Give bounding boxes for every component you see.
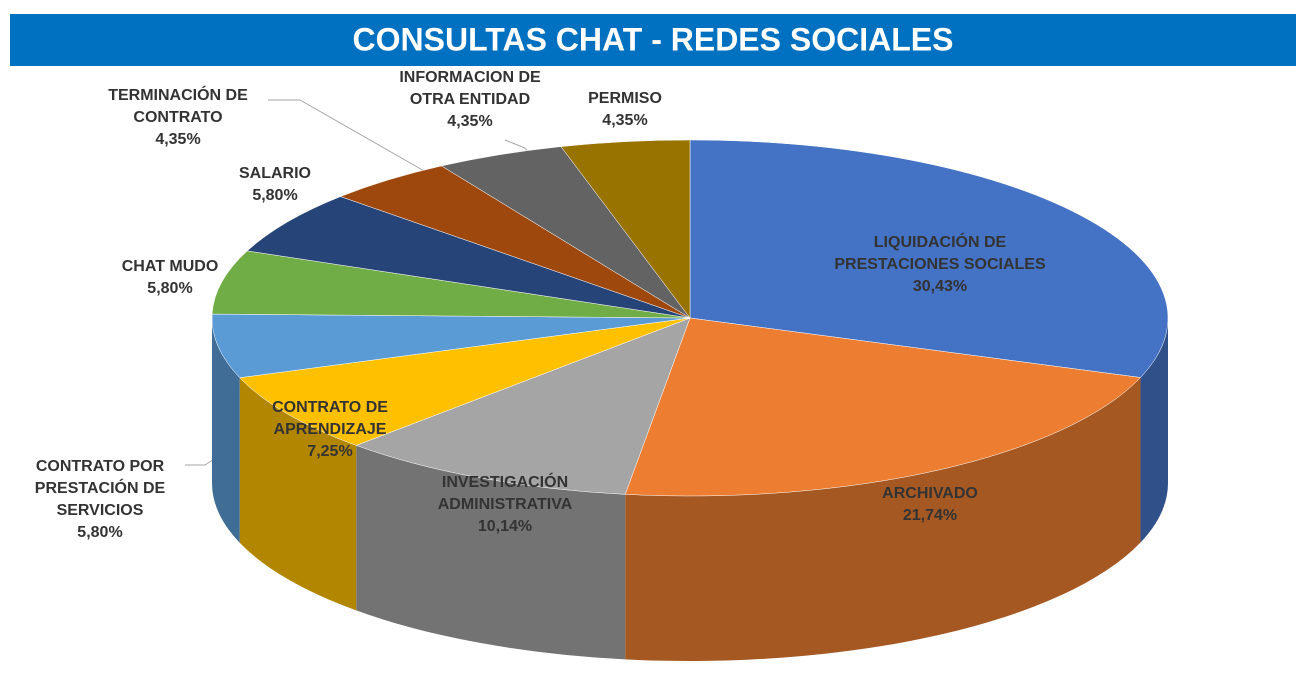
title-bar xyxy=(10,14,1296,66)
slice xyxy=(211,250,691,319)
slice-side xyxy=(239,377,357,611)
slice-side xyxy=(1140,318,1168,543)
category-label: INVESTIGACIÓN ADMINISTRATIVA xyxy=(437,474,573,513)
value-label: 10,14% xyxy=(477,518,533,535)
data-label: CHAT MUDO 5,80% xyxy=(122,256,219,300)
slice-side xyxy=(356,445,626,660)
category-label: LIQUIDACIÓN DE PRESTACIONES SOCIALES xyxy=(834,234,1046,273)
value-label: 5,80% xyxy=(147,280,193,297)
slice xyxy=(239,317,691,446)
value-label: 21,74% xyxy=(902,507,958,524)
data-label: TERMINACIÓN DE CONTRATO 4,35% xyxy=(108,85,248,151)
data-label: LIQUIDACIÓN DE PRESTACIONES SOCIALES 30,4… xyxy=(834,232,1045,298)
value-label: 30,43% xyxy=(912,278,968,295)
value-label: 5,80% xyxy=(77,524,123,541)
category-label: CHAT MUDO xyxy=(121,258,219,275)
slice xyxy=(211,313,691,379)
category-label: SALARIO xyxy=(239,165,311,182)
slice-side xyxy=(212,318,240,543)
data-label: CONTRATO DE APRENDIZAJE 7,25% xyxy=(272,397,388,463)
chart-title: CONSULTAS CHAT - REDES SOCIALES xyxy=(353,21,954,57)
value-label: 4,35% xyxy=(155,131,201,148)
slice xyxy=(624,317,1142,497)
slice xyxy=(689,139,1169,378)
data-label: INVESTIGACIÓN ADMINISTRATIVA 10,14% xyxy=(438,472,573,538)
leader-line xyxy=(504,139,529,153)
data-label: PERMISO 4,35% xyxy=(588,88,662,132)
data-label: ARCHIVADO 21,74% xyxy=(882,483,978,527)
category-label: CONTRATO DE APRENDIZAJE xyxy=(272,399,388,438)
data-label: SALARIO 5,80% xyxy=(239,163,311,207)
value-label: 5,80% xyxy=(252,187,298,204)
data-label: CONTRATO POR PRESTACIÓN DE SERVICIOS 5,80… xyxy=(35,456,165,544)
slice xyxy=(560,139,691,319)
value-label: 4,35% xyxy=(602,112,648,129)
slice xyxy=(355,317,691,495)
category-label: ARCHIVADO xyxy=(882,485,978,502)
category-label: CONTRATO POR PRESTACIÓN DE SERVICIOS xyxy=(34,458,166,519)
category-label: PERMISO xyxy=(588,90,662,107)
slice xyxy=(246,196,691,319)
slice-side xyxy=(625,377,1141,661)
data-label: INFORMACION DE OTRA ENTIDAD 4,35% xyxy=(399,67,540,133)
category-label: TERMINACIÓN DE CONTRATO xyxy=(108,87,248,126)
leader-line xyxy=(268,99,441,181)
category-label: INFORMACION DE OTRA ENTIDAD xyxy=(399,69,541,108)
value-label: 7,25% xyxy=(307,443,353,460)
value-label: 4,35% xyxy=(447,113,493,130)
